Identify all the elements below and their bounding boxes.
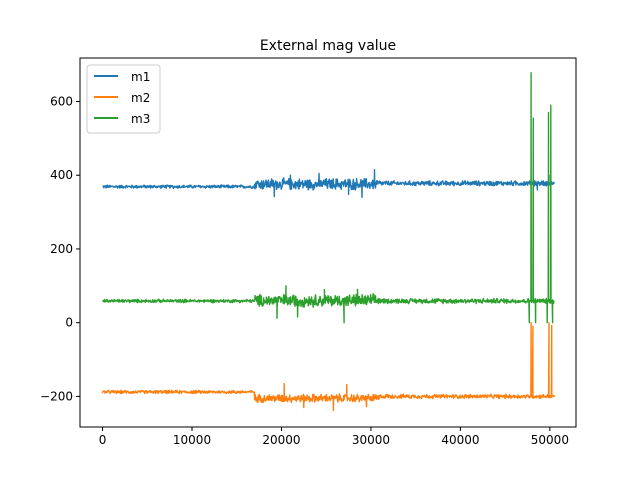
legend: m1 m2 m3 <box>86 64 161 134</box>
x-tick-label: 20000 <box>262 433 300 447</box>
legend-label-m1: m1 <box>131 70 150 84</box>
x-tick-label: 10000 <box>173 433 211 447</box>
series-line-m2 <box>101 322 555 412</box>
y-axis: −200 0 200 400 600 <box>40 94 80 403</box>
x-tick-label: 30000 <box>352 433 390 447</box>
legend-label-m2: m2 <box>131 91 150 105</box>
x-axis: 0 10000 20000 30000 40000 50000 <box>99 427 569 447</box>
chart-title: External mag value <box>260 38 396 54</box>
y-tick-label: 400 <box>50 168 73 182</box>
plot-area <box>80 58 576 427</box>
y-tick-label: −200 <box>40 389 73 403</box>
y-tick-label: 200 <box>50 242 73 256</box>
series-layer <box>101 72 555 412</box>
x-tick-label: 40000 <box>441 433 479 447</box>
y-tick-label: 600 <box>50 94 73 108</box>
y-tick-label: 0 <box>65 316 73 330</box>
series-line-m3 <box>101 72 555 324</box>
legend-box <box>86 64 161 134</box>
series-line-m1 <box>102 169 555 198</box>
x-tick-label: 50000 <box>531 433 569 447</box>
plot-frame <box>79 57 577 428</box>
x-tick-label: 0 <box>99 433 107 447</box>
legend-label-m3: m3 <box>131 112 150 126</box>
